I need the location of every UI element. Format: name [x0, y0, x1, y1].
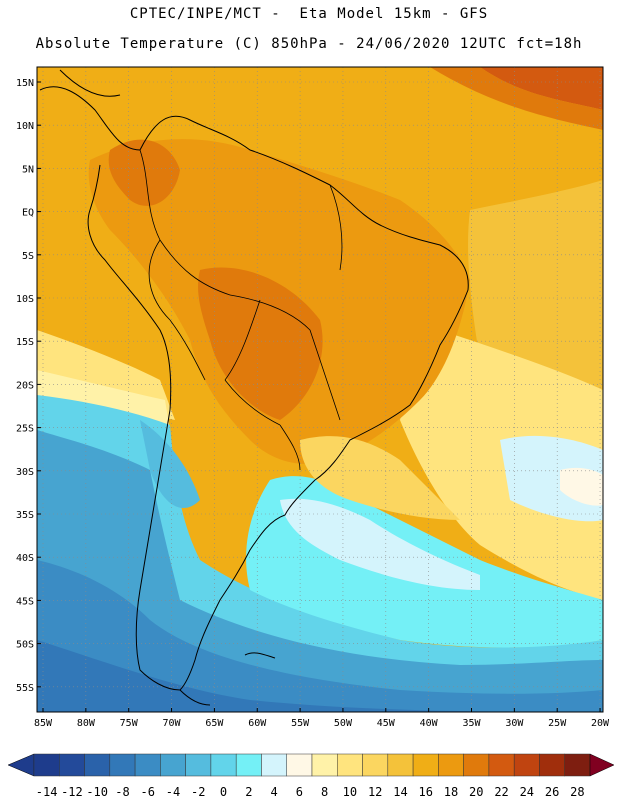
- colorbar-swatch: [438, 753, 464, 777]
- latitude-label: 10S: [16, 294, 34, 305]
- colorbar-swatch: [513, 753, 540, 777]
- coastline: [39, 69, 469, 706]
- colorbar-label: -6: [141, 785, 155, 799]
- longitude-label: 65W: [205, 718, 224, 729]
- colorbar-label: 20: [469, 785, 483, 799]
- colorbar-label: 2: [245, 785, 252, 799]
- colorbar-label: 28: [570, 785, 584, 799]
- colorbar-label: 18: [444, 785, 458, 799]
- colorbar-swatch: [311, 753, 338, 777]
- latitude-label: 5S: [22, 251, 34, 262]
- colorbar: -14 -12 -10 -8 -6 -4 -2 0 2 4 6 8 10 12 14 16 18 20 22 24 26…: [7, 753, 615, 799]
- colorbar-label: -10: [86, 785, 108, 799]
- latitude-label: 40S: [16, 553, 34, 564]
- colorbar-swatch: [362, 753, 389, 777]
- map-title-line-1: CPTEC/INPE/MCT - Eta Model 15km - GFS: [129, 6, 489, 22]
- latitude-label: 35S: [16, 510, 34, 521]
- colorbar-label: 8: [321, 785, 328, 799]
- colorbar-high-arrow: [589, 753, 615, 777]
- longitude-labels: 85W 80W 75W 70W 65W 60W 55W 50W 45W 40W 35W 30W 25W 2…: [34, 708, 610, 729]
- colorbar-label: 6: [296, 785, 303, 799]
- temperature-field: [37, 67, 603, 712]
- longitude-label: 60W: [248, 718, 267, 729]
- colorbar-label: 22: [494, 785, 508, 799]
- latitude-label: 45S: [16, 596, 34, 607]
- colorbar-swatch: [488, 753, 515, 777]
- latitude-label: 15N: [16, 78, 34, 89]
- colorbar-swatch: [463, 753, 490, 777]
- colorbar-label: 12: [368, 785, 382, 799]
- map-title-line-2: Absolute Temperature (C) 850hPa - 24/06/…: [35, 36, 583, 52]
- colorbar-swatch: [412, 753, 439, 777]
- colorbar-label: -8: [115, 785, 129, 799]
- latitude-label: 10N: [16, 121, 34, 132]
- longitude-label: 85W: [34, 718, 53, 729]
- map-frame: [36, 66, 604, 713]
- colorbar-swatch: [286, 753, 313, 777]
- colorbar-swatch: [33, 753, 60, 777]
- colorbar-swatch: [539, 753, 565, 777]
- colorbar-swatch: [235, 753, 262, 777]
- colorbar-label: 14: [393, 785, 407, 799]
- longitude-label: 70W: [163, 718, 182, 729]
- colorbar-label: -4: [166, 785, 180, 799]
- colorbar-swatch: [160, 753, 186, 777]
- colorbar-label: 0: [220, 785, 227, 799]
- colorbar-label: 4: [270, 785, 277, 799]
- longitude-label: 25W: [548, 718, 567, 729]
- colorbar-label: 26: [545, 785, 559, 799]
- latitude-label: 25S: [16, 424, 34, 435]
- latitude-label: 50S: [16, 640, 34, 651]
- colorbar-label: -12: [61, 785, 83, 799]
- colorbar-swatch: [261, 753, 287, 777]
- latitude-labels: 15N 10N 5N EQ 5S 10S 15S 20S 25S 30S 35S 40S 45S 50S 5…: [16, 78, 41, 694]
- colorbar-swatch: [564, 753, 591, 777]
- colorbar-swatch: [387, 753, 414, 777]
- longitude-label: 40W: [420, 718, 439, 729]
- latitude-label: 55S: [16, 683, 34, 694]
- colorbar-swatch: [185, 753, 212, 777]
- colorbar-label: -14: [36, 785, 58, 799]
- colorbar-swatch: [134, 753, 161, 777]
- colorbar-label: 10: [343, 785, 357, 799]
- longitude-label: 35W: [462, 718, 481, 729]
- colorbar-swatch: [59, 753, 85, 777]
- country-borders: [139, 149, 343, 471]
- longitude-label: 20W: [591, 718, 610, 729]
- latitude-label: EQ: [22, 208, 34, 219]
- longitude-label: 80W: [77, 718, 96, 729]
- longitude-label: 55W: [291, 718, 310, 729]
- colorbar-swatch: [109, 753, 136, 777]
- longitude-label: 50W: [334, 718, 353, 729]
- latitude-label: 20S: [16, 380, 34, 391]
- longitude-label: 45W: [377, 718, 396, 729]
- latitude-label: 5N: [22, 164, 34, 175]
- colorbar-swatch: [337, 753, 363, 777]
- latitude-label: 15S: [16, 337, 34, 348]
- longitude-label: 30W: [505, 718, 524, 729]
- colorbar-label: 24: [520, 785, 534, 799]
- colorbar-swatch: [84, 753, 111, 777]
- colorbar-low-arrow: [7, 753, 35, 777]
- colorbar-swatch: [210, 753, 237, 777]
- latitude-label: 30S: [16, 467, 34, 478]
- colorbar-label: -2: [191, 785, 205, 799]
- longitude-label: 75W: [120, 718, 139, 729]
- colorbar-label: 16: [419, 785, 433, 799]
